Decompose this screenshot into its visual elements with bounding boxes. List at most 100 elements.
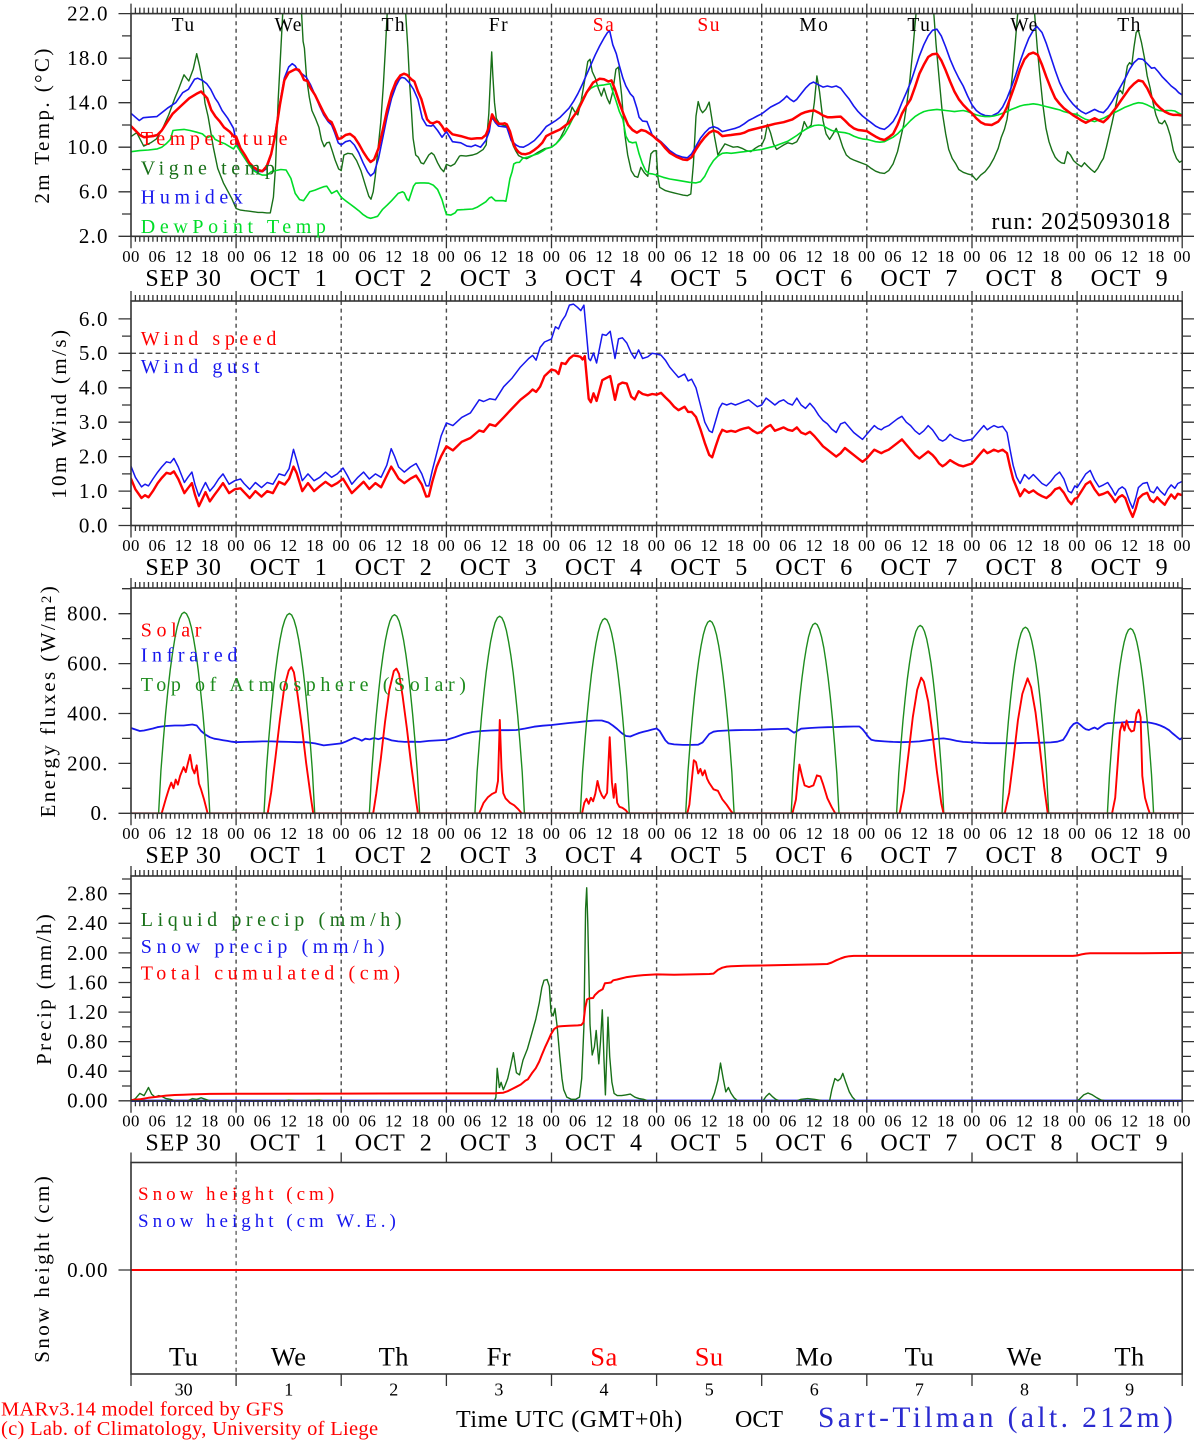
svg-text:06: 06 [884,247,902,266]
svg-text:OCT 5: OCT 5 [670,555,748,581]
svg-text:18: 18 [411,536,429,555]
svg-text:12: 12 [280,247,298,266]
svg-text:12: 12 [806,824,824,843]
svg-text:2.40: 2.40 [67,911,109,935]
svg-text:18: 18 [832,536,850,555]
svg-text:22.0: 22.0 [67,2,109,26]
svg-text:We: We [274,15,303,36]
svg-text:OCT 4: OCT 4 [565,843,643,869]
svg-text:2: 2 [389,1380,398,1400]
svg-text:18: 18 [411,824,429,843]
svg-text:06: 06 [359,1111,377,1130]
svg-text:18: 18 [622,536,640,555]
svg-text:00: 00 [1068,247,1086,266]
svg-text:Snow height (cm): Snow height (cm) [138,1184,338,1205]
svg-text:SEP 30: SEP 30 [145,843,221,869]
svg-text:00: 00 [1068,824,1086,843]
svg-text:00: 00 [1173,536,1191,555]
svg-text:12: 12 [806,1111,824,1130]
svg-text:Solar: Solar [141,620,206,642]
svg-text:12: 12 [595,824,613,843]
svg-text:18: 18 [727,1111,745,1130]
svg-text:18: 18 [1042,824,1060,843]
svg-text:06: 06 [674,247,692,266]
svg-text:OCT 5: OCT 5 [670,266,748,292]
svg-text:Th: Th [1117,15,1142,36]
svg-text:OCT 2: OCT 2 [355,843,433,869]
svg-text:00: 00 [963,247,981,266]
svg-text:4: 4 [600,1380,609,1400]
svg-text:00: 00 [122,536,140,555]
svg-text:12: 12 [175,1111,193,1130]
svg-text:00: 00 [648,247,666,266]
svg-text:06: 06 [884,1111,902,1130]
svg-text:18: 18 [306,536,324,555]
svg-text:12: 12 [280,824,298,843]
svg-text:18: 18 [727,824,745,843]
svg-text:06: 06 [989,247,1007,266]
svg-text:00: 00 [1173,824,1191,843]
svg-text:6.0: 6.0 [79,180,109,204]
svg-text:SEP 30: SEP 30 [145,1131,221,1157]
svg-text:06: 06 [359,824,377,843]
svg-text:12: 12 [1121,1111,1139,1130]
svg-text:00: 00 [227,536,245,555]
svg-text:06: 06 [254,247,272,266]
svg-text:3: 3 [494,1380,503,1400]
svg-text:Sa: Sa [590,1342,618,1372]
svg-text:Th: Th [379,1342,409,1372]
svg-text:OCT 7: OCT 7 [880,555,958,581]
svg-text:OCT 3: OCT 3 [460,266,538,292]
svg-text:06: 06 [254,1111,272,1130]
svg-text:Tu: Tu [905,1342,935,1372]
svg-text:18: 18 [1042,536,1060,555]
svg-text:9: 9 [1125,1380,1134,1400]
svg-text:00: 00 [858,824,876,843]
svg-text:1.0: 1.0 [79,479,109,503]
svg-text:06: 06 [149,824,167,843]
svg-text:12: 12 [175,824,193,843]
svg-text:00: 00 [122,1111,140,1130]
svg-text:06: 06 [464,536,482,555]
svg-text:Tu: Tu [172,15,196,36]
svg-text:18: 18 [201,1111,219,1130]
svg-text:12: 12 [1016,247,1034,266]
svg-text:06: 06 [569,247,587,266]
svg-text:18: 18 [1147,1111,1165,1130]
svg-text:12: 12 [280,1111,298,1130]
svg-text:OCT 9: OCT 9 [1091,555,1169,581]
svg-text:18: 18 [306,247,324,266]
svg-text:1.20: 1.20 [67,1000,109,1024]
svg-text:18: 18 [937,247,955,266]
svg-text:06: 06 [359,247,377,266]
svg-text:OCT 3: OCT 3 [460,843,538,869]
svg-text:OCT 4: OCT 4 [565,1131,643,1157]
svg-text:00: 00 [858,247,876,266]
svg-text:10m Wind (m/s): 10m Wind (m/s) [47,328,71,499]
svg-text:Top of Atmosphere (Solar): Top of Atmosphere (Solar) [141,674,471,696]
svg-text:00: 00 [438,247,456,266]
svg-text:18: 18 [411,1111,429,1130]
svg-text:OCT 3: OCT 3 [460,1131,538,1157]
svg-text:18: 18 [622,247,640,266]
svg-text:06: 06 [884,824,902,843]
svg-text:6: 6 [810,1380,819,1400]
svg-text:06: 06 [464,247,482,266]
svg-text:OCT 8: OCT 8 [986,843,1064,869]
svg-text:30: 30 [175,1380,193,1400]
svg-text:600.: 600. [67,652,109,676]
svg-text:5: 5 [705,1380,714,1400]
svg-text:06: 06 [1095,824,1113,843]
svg-text:Time UTC (GMT+0h): Time UTC (GMT+0h) [456,1407,683,1433]
svg-text:OCT 4: OCT 4 [565,266,643,292]
svg-text:06: 06 [1095,247,1113,266]
svg-text:00: 00 [543,1111,561,1130]
svg-text:7: 7 [915,1380,924,1400]
svg-text:00: 00 [122,824,140,843]
svg-text:18.0: 18.0 [67,46,109,70]
svg-text:Wind gust: Wind gust [141,356,264,378]
svg-text:OCT 1: OCT 1 [250,266,328,292]
svg-text:OCT 7: OCT 7 [880,843,958,869]
svg-text:00: 00 [332,824,350,843]
svg-text:06: 06 [254,824,272,843]
